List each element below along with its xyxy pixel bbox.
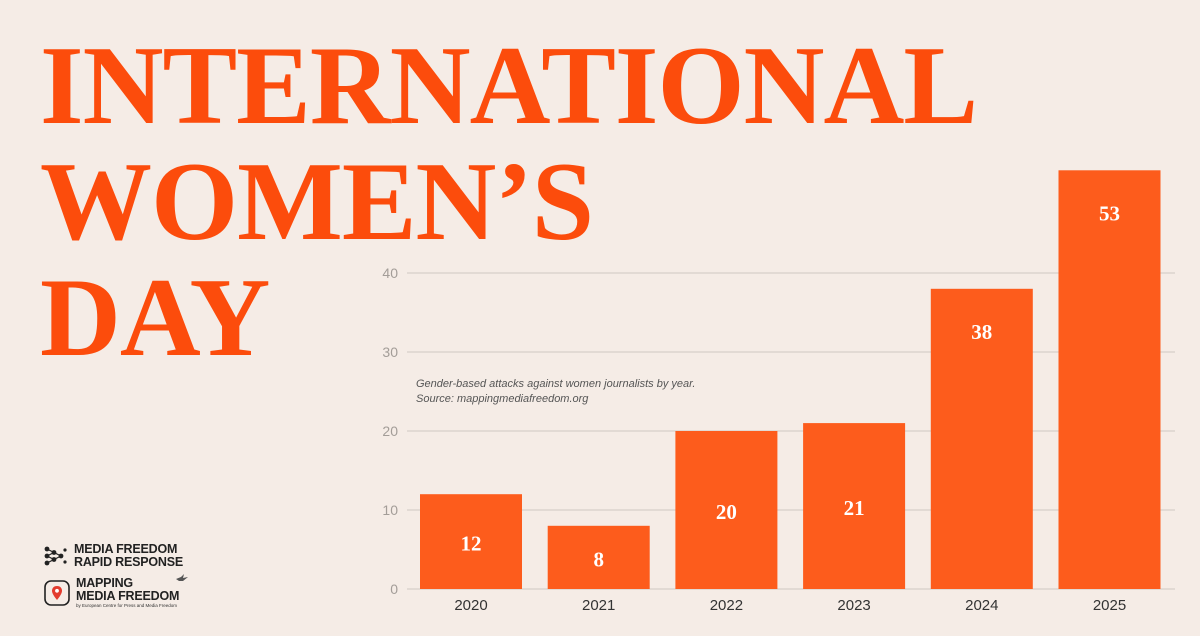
x-tick-label: 2024: [965, 597, 998, 614]
bar: [420, 494, 522, 589]
bar-value-label: 21: [844, 496, 865, 520]
y-tick-label: 0: [390, 581, 398, 597]
caption-source: Source: mappingmediafreedom.org: [416, 393, 589, 405]
x-tick-label: 2025: [1093, 597, 1126, 614]
network-icon: [44, 546, 67, 566]
x-tick-label: 2020: [454, 597, 487, 614]
bar: [803, 423, 906, 589]
bar: [547, 525, 650, 589]
mfrr-line-1: MEDIA FREEDOM: [74, 542, 178, 556]
bar-value-label: 8: [593, 547, 604, 571]
mmf-tagline: by European Centre for Press and Media F…: [76, 603, 178, 608]
title-line-1: INTERNATIONAL: [40, 24, 978, 148]
chart-caption: Gender-based attacks against women journ…: [416, 377, 695, 407]
map-pin-icon: [44, 580, 70, 606]
x-tick-label: 2021: [582, 597, 615, 614]
x-tick-label: 2022: [710, 597, 743, 614]
y-tick-label: 40: [382, 265, 398, 281]
caption-line-1: Gender-based attacks against women journ…: [416, 378, 696, 390]
page-title: INTERNATIONAL WOMEN’S DAY: [40, 24, 978, 380]
mmf-line-2: MEDIA FREEDOM: [76, 589, 180, 603]
bar-value-label: 12: [461, 532, 482, 556]
y-tick-label: 10: [382, 502, 398, 518]
logos: MEDIA FREEDOM RAPID RESPONSE MAPPING MED…: [44, 543, 189, 609]
bar-value-label: 53: [1099, 201, 1120, 225]
y-tick-label: 30: [382, 344, 398, 360]
title-line-3: DAY: [40, 256, 270, 380]
bar: [675, 431, 778, 589]
y-tick-label: 20: [382, 423, 398, 439]
bar: [1058, 170, 1161, 590]
bar-value-label: 20: [716, 500, 737, 524]
mfrr-logo: MEDIA FREEDOM RAPID RESPONSE: [44, 543, 189, 569]
mfrr-line-2: RAPID RESPONSE: [74, 555, 184, 569]
x-tick-label: 2023: [837, 597, 870, 614]
bar-value-label: 38: [971, 320, 992, 344]
mmf-logo: MAPPING MEDIA FREEDOM by European Centre…: [44, 574, 189, 609]
bird-icon: [176, 574, 189, 581]
bar: [930, 288, 1033, 589]
title-line-2: WOMEN’S: [40, 140, 594, 264]
mmf-line-1: MAPPING: [76, 576, 133, 590]
